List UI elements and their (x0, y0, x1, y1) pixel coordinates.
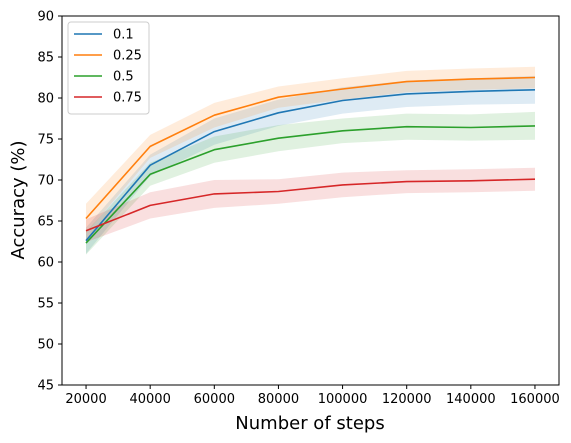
confidence-bands (86, 66, 535, 255)
y-tick-label: 90 (37, 10, 54, 25)
x-tick-label: 120000 (382, 392, 432, 407)
series-line-2 (85, 125, 536, 244)
x-tick-label: 160000 (510, 392, 560, 407)
y-tick-label: 70 (37, 174, 54, 189)
y-tick-label: 60 (37, 256, 54, 271)
legend-label-2: 0.5 (113, 70, 134, 85)
series-line-0 (85, 89, 536, 242)
series-line-1 (85, 76, 536, 220)
legend-label-3: 0.75 (113, 91, 142, 106)
legend-label-0: 0.1 (113, 28, 134, 43)
y-tick-label: 75 (37, 133, 54, 148)
legend-box (67, 21, 150, 115)
x-axis-title: Number of steps (235, 413, 384, 434)
x-tick-label: 60000 (194, 392, 235, 407)
x-tick-label: 40000 (129, 392, 170, 407)
legend: 0.1 0.25 0.5 0.75 (67, 21, 150, 115)
x-tick-label: 80000 (258, 392, 299, 407)
y-tick-label: 80 (37, 92, 54, 107)
confidence-band-0 (86, 75, 535, 254)
x-tick-label: 100000 (318, 392, 368, 407)
series-lines (85, 76, 536, 244)
y-tick-label: 65 (37, 215, 54, 230)
y-tick-label: 55 (37, 297, 54, 312)
x-tick-label: 140000 (446, 392, 496, 407)
plot-frame (61, 15, 560, 386)
y-tick-label: 85 (37, 51, 54, 66)
confidence-band-2 (86, 111, 535, 255)
legend-label-1: 0.25 (113, 49, 142, 64)
y-tick-label: 45 (37, 379, 54, 394)
y-axis-ticks: 45 50 55 60 65 70 75 80 85 90 (37, 10, 62, 394)
x-axis-ticks: 20000 40000 60000 80000 100000 120000 140000 16… (65, 385, 560, 407)
series-line-3 (85, 178, 536, 232)
x-tick-label: 20000 (65, 392, 106, 407)
y-tick-label: 50 (37, 338, 54, 353)
y-axis-title: Accuracy (%) (8, 140, 29, 259)
confidence-band-1 (86, 66, 535, 234)
confidence-band-3 (86, 167, 535, 243)
